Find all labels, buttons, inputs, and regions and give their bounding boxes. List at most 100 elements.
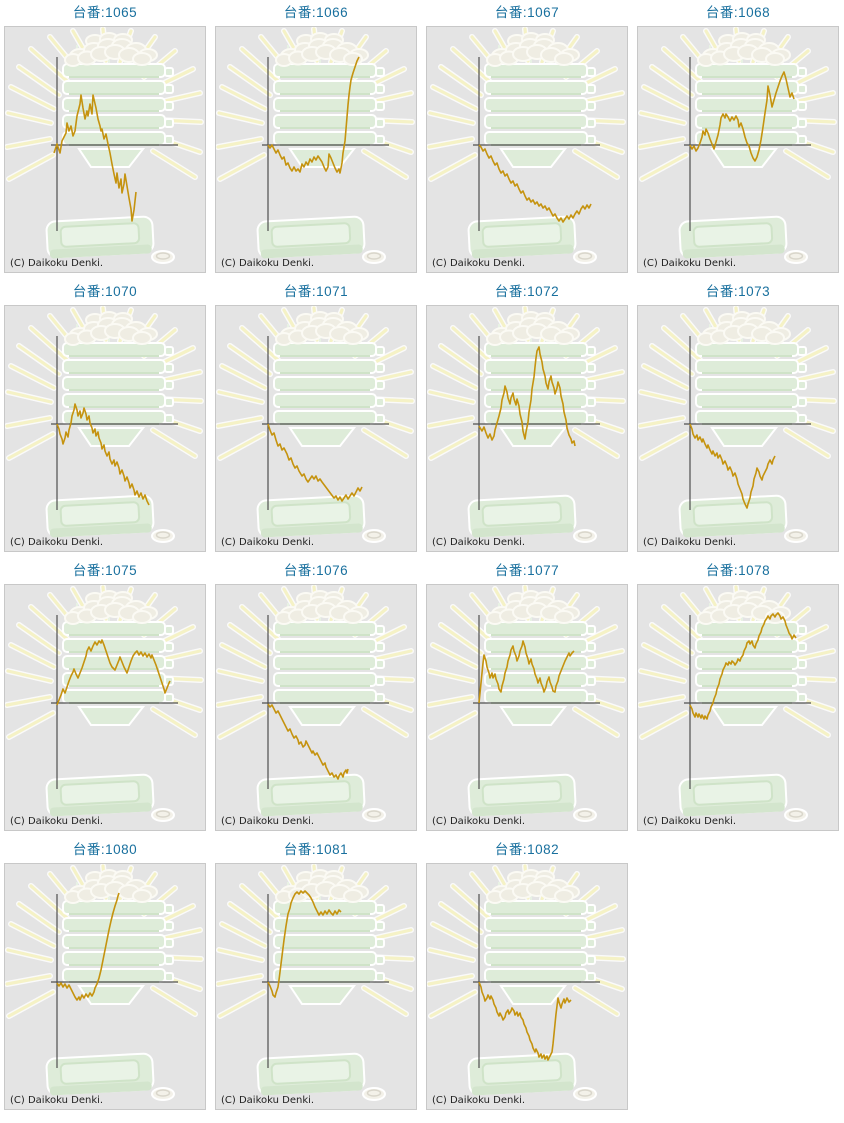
- payout-line: [56, 639, 171, 706]
- payout-line: [56, 892, 120, 1001]
- machine-graph-panel[interactable]: (C) Daikoku Denki.: [426, 584, 628, 831]
- machine-graph-panel[interactable]: (C) Daikoku Denki.: [215, 305, 417, 552]
- machine-graph-panel[interactable]: (C) Daikoku Denki.: [637, 26, 839, 273]
- ball-crown-icon: [64, 32, 158, 67]
- payout-graph: [216, 864, 415, 1101]
- machine-graph-panel[interactable]: (C) Daikoku Denki.: [4, 305, 206, 552]
- ball-crown-icon: [275, 311, 369, 346]
- lower-tray-icon: [678, 494, 788, 538]
- machine-title[interactable]: 台番:1073: [705, 284, 771, 299]
- machine-panel: 台番:1072: [426, 282, 628, 552]
- machine-title[interactable]: 台番:1068: [705, 5, 771, 20]
- ball-tray-stack: [695, 39, 807, 168]
- payout-graph: [427, 864, 626, 1101]
- machine-panel: 台番:1066: [215, 3, 417, 273]
- machine-graph-panel[interactable]: (C) Daikoku Denki.: [426, 305, 628, 552]
- machine-graph-panel[interactable]: (C) Daikoku Denki.: [637, 584, 839, 831]
- coin-icon: [151, 808, 175, 822]
- ball-tray-stack: [695, 318, 807, 447]
- payout-line: [689, 612, 797, 720]
- machine-title[interactable]: 台番:1067: [494, 5, 560, 20]
- machine-graph-panel[interactable]: (C) Daikoku Denki.: [4, 584, 206, 831]
- payout-line: [53, 94, 137, 222]
- payout-line: [478, 640, 575, 704]
- ball-crown-icon: [275, 590, 369, 625]
- ball-crown-icon: [697, 32, 791, 67]
- lower-tray-icon: [678, 215, 788, 259]
- machine-panel: 台番:1077: [426, 561, 628, 831]
- copyright-label: (C) Daikoku Denki.: [10, 816, 104, 827]
- machine-panel: 台番:1075: [4, 561, 206, 831]
- lower-tray-icon: [678, 773, 788, 817]
- machine-graph-panel[interactable]: (C) Daikoku Denki.: [215, 584, 417, 831]
- payout-graph: [638, 306, 837, 543]
- machine-title[interactable]: 台番:1071: [283, 284, 349, 299]
- ball-tray-stack: [484, 318, 596, 447]
- machine-title[interactable]: 台番:1065: [72, 5, 138, 20]
- coin-icon: [362, 1087, 386, 1101]
- lower-tray-icon: [467, 773, 577, 817]
- payout-graph: [638, 27, 837, 264]
- copyright-label: (C) Daikoku Denki.: [10, 258, 104, 269]
- copyright-label: (C) Daikoku Denki.: [643, 258, 737, 269]
- machine-graph-panel[interactable]: (C) Daikoku Denki.: [637, 305, 839, 552]
- coin-icon: [573, 808, 597, 822]
- payout-graph: [216, 306, 415, 543]
- machine-graph-panel[interactable]: (C) Daikoku Denki.: [426, 26, 628, 273]
- machine-panel: 台番:1081: [215, 840, 417, 1110]
- lower-tray-icon: [45, 494, 155, 538]
- machine-panel: 台番:1080: [4, 840, 206, 1110]
- ball-crown-icon: [486, 590, 580, 625]
- lower-tray-icon: [467, 215, 577, 259]
- payout-graph: [5, 585, 204, 822]
- machine-panel: 台番:1073: [637, 282, 839, 552]
- machine-title[interactable]: 台番:1077: [494, 563, 560, 578]
- machine-title[interactable]: 台番:1076: [283, 563, 349, 578]
- copyright-label: (C) Daikoku Denki.: [432, 816, 526, 827]
- payout-line: [56, 403, 150, 506]
- machine-graph-panel[interactable]: (C) Daikoku Denki.: [215, 26, 417, 273]
- machine-title[interactable]: 台番:1081: [283, 842, 349, 857]
- machine-panel: 台番:1068: [637, 3, 839, 273]
- payout-line: [689, 423, 776, 509]
- coin-icon: [151, 250, 175, 264]
- machine-title[interactable]: 台番:1072: [494, 284, 560, 299]
- payout-line: [689, 71, 795, 162]
- lower-tray-icon: [467, 494, 577, 538]
- machine-title[interactable]: 台番:1066: [283, 5, 349, 20]
- machine-title[interactable]: 台番:1070: [72, 284, 138, 299]
- machine-title[interactable]: 台番:1078: [705, 563, 771, 578]
- ball-tray-stack: [273, 597, 385, 726]
- coin-icon: [151, 529, 175, 543]
- copyright-label: (C) Daikoku Denki.: [221, 1095, 315, 1106]
- coin-icon: [573, 1087, 597, 1101]
- payout-line: [267, 890, 342, 998]
- payout-line: [478, 346, 576, 447]
- machine-panel: 台番:1082: [426, 840, 628, 1110]
- machine-graph-panel[interactable]: (C) Daikoku Denki.: [426, 863, 628, 1110]
- copyright-label: (C) Daikoku Denki.: [432, 537, 526, 548]
- lower-tray-icon: [256, 494, 366, 538]
- coin-icon: [362, 529, 386, 543]
- machine-panel: 台番:1078: [637, 561, 839, 831]
- copyright-label: (C) Daikoku Denki.: [432, 1095, 526, 1106]
- payout-line: [267, 423, 363, 502]
- copyright-label: (C) Daikoku Denki.: [221, 258, 315, 269]
- machine-graph-panel[interactable]: (C) Daikoku Denki.: [215, 863, 417, 1110]
- ball-crown-icon: [275, 869, 369, 904]
- machine-panel: 台番:1070: [4, 282, 206, 552]
- copyright-label: (C) Daikoku Denki.: [10, 1095, 104, 1106]
- machine-graph-panel[interactable]: (C) Daikoku Denki.: [4, 863, 206, 1110]
- machine-title[interactable]: 台番:1080: [72, 842, 138, 857]
- machine-title[interactable]: 台番:1075: [72, 563, 138, 578]
- machine-panel: 台番:1067: [426, 3, 628, 273]
- coin-icon: [362, 250, 386, 264]
- payout-line: [267, 703, 349, 780]
- ball-crown-icon: [64, 869, 158, 904]
- machine-graph-panel[interactable]: (C) Daikoku Denki.: [4, 26, 206, 273]
- copyright-label: (C) Daikoku Denki.: [221, 537, 315, 548]
- ball-tray-stack: [273, 39, 385, 168]
- payout-line: [267, 56, 360, 174]
- payout-graph: [216, 27, 415, 264]
- machine-title[interactable]: 台番:1082: [494, 842, 560, 857]
